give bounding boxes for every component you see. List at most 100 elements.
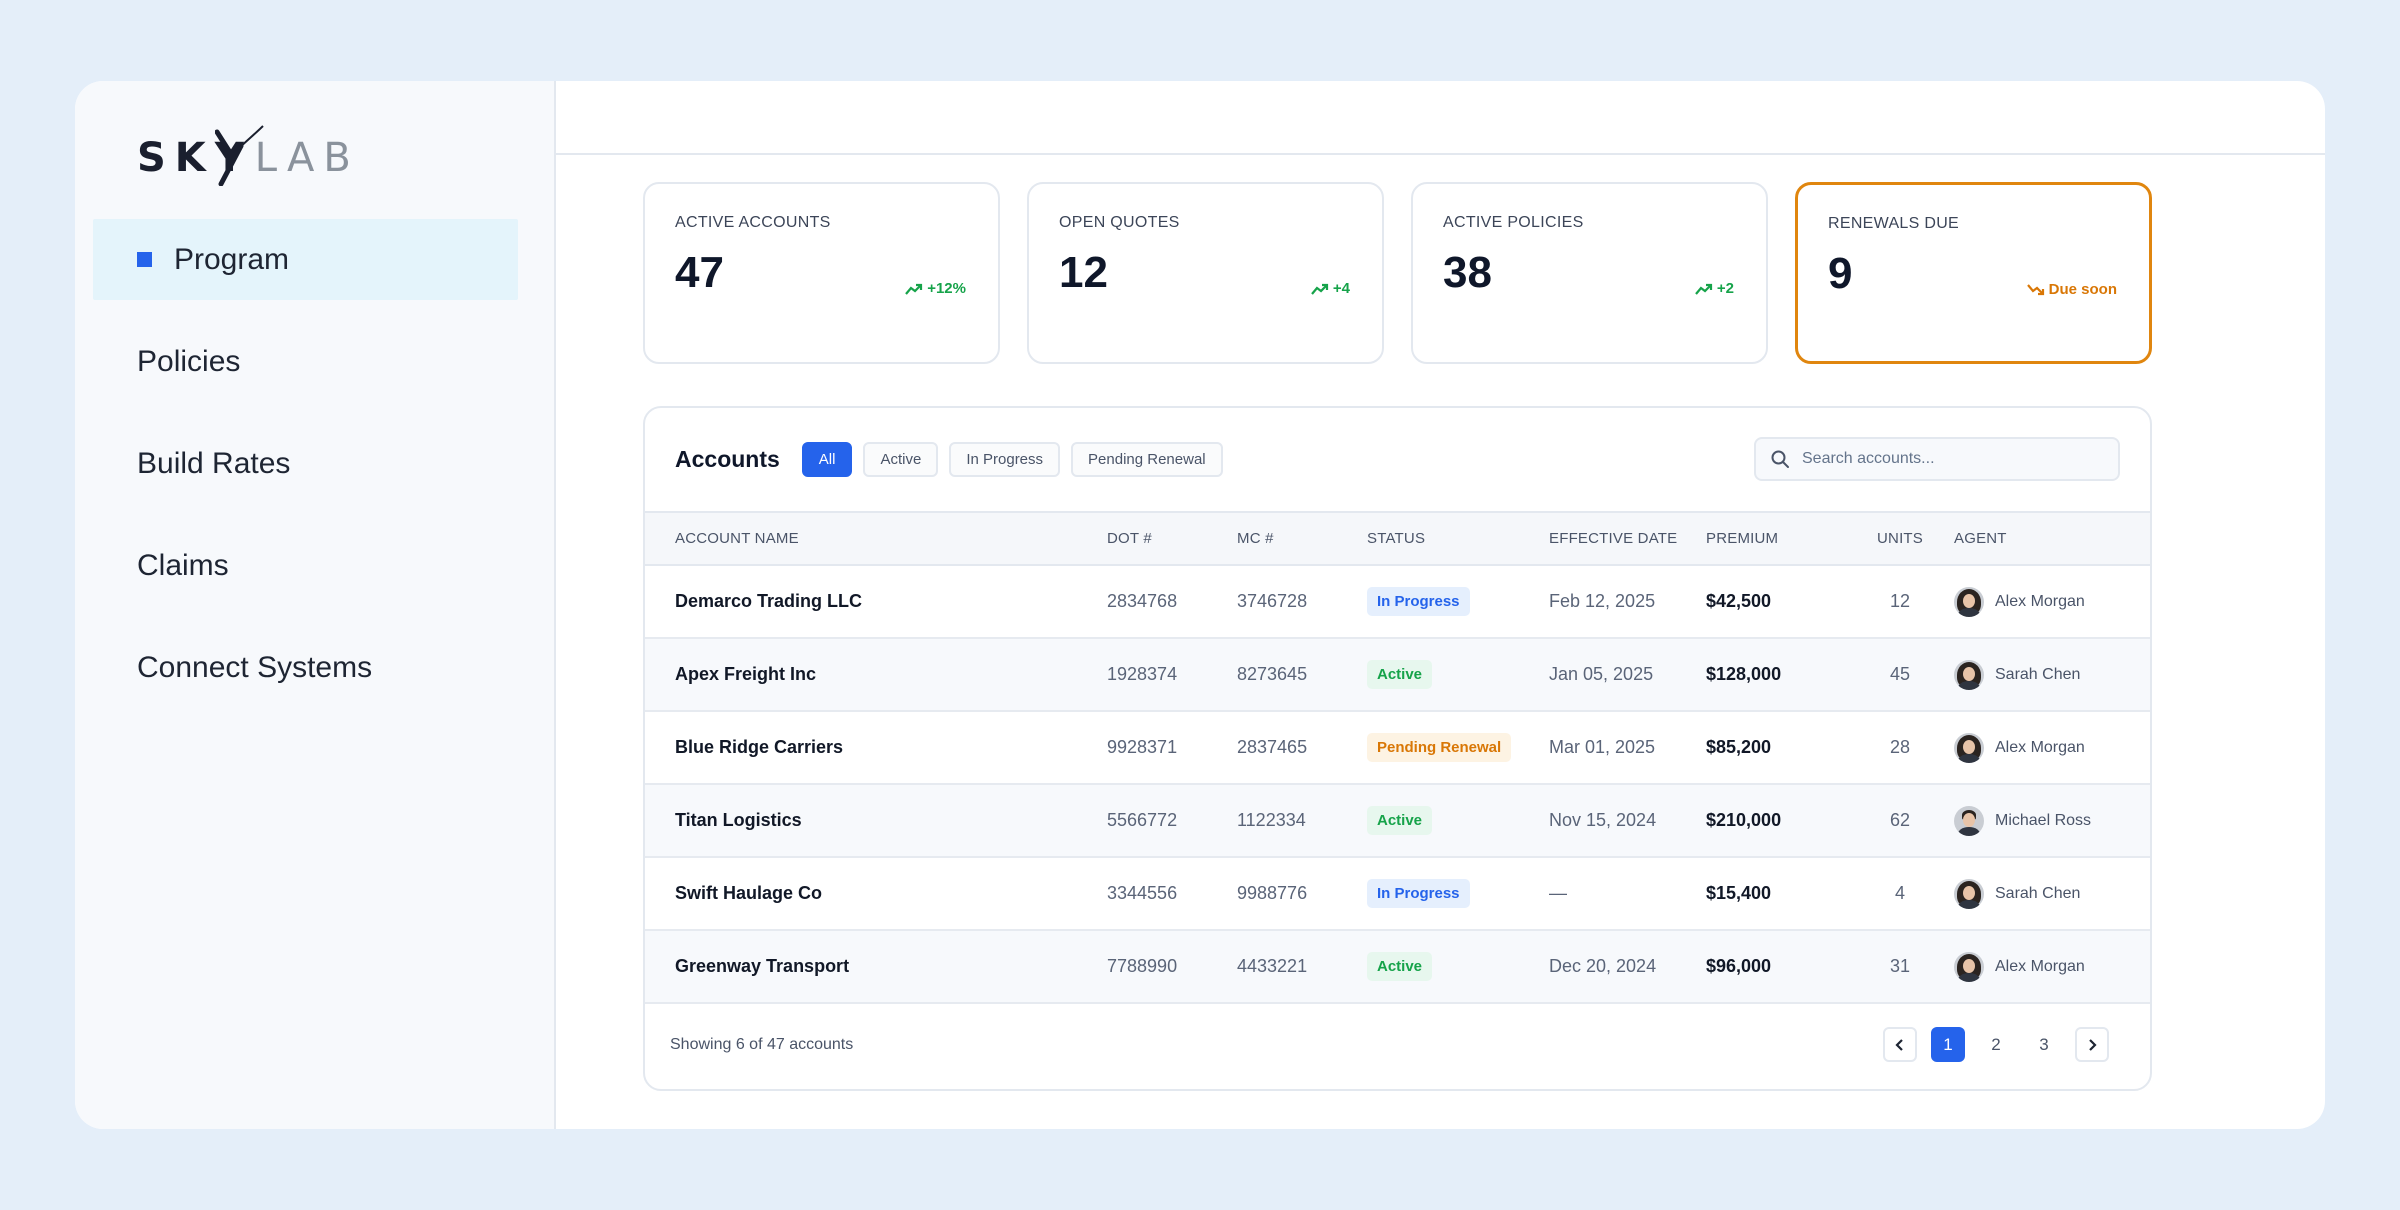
stat-label: RENEWALS DUE — [1828, 215, 1960, 232]
status-cell: In Progress — [1367, 565, 1549, 638]
column-header[interactable]: DOT # — [1107, 530, 1152, 547]
agent[interactable]: Sarah Chen — [1954, 878, 2150, 909]
agent[interactable]: Alex Morgan — [1954, 732, 2150, 763]
agent-name: Sarah Chen — [1995, 665, 2081, 683]
agent-cell: Alex Morgan — [1954, 711, 2150, 784]
accounts-header: Accounts All Active In Progress Pending Ren… — [645, 408, 2150, 511]
premium: $42,500 — [1706, 591, 1772, 611]
agent-name: Alex Morgan — [1995, 592, 2085, 610]
filter-all[interactable]: All — [801, 442, 853, 477]
sidebar-item-claims[interactable]: Claims — [93, 525, 518, 606]
filter-in-progress[interactable]: In Progress — [949, 442, 1061, 477]
sidebar-item-policies[interactable]: Policies — [93, 321, 518, 402]
sidebar-item-label: Policies — [137, 344, 241, 378]
sidebar-item-connect-systems[interactable]: Connect Systems — [93, 627, 518, 708]
stat-trend: +12% — [905, 280, 966, 297]
pagination: 1 2 3 — [1883, 1027, 2109, 1062]
table-row[interactable]: Greenway Transport 7788990 4433221 Active De… — [645, 930, 2150, 1003]
column-header[interactable]: PREMIUM — [1706, 530, 1779, 547]
column-header[interactable]: STATUS — [1367, 530, 1426, 547]
status-cell: Active — [1367, 930, 1549, 1003]
search-box[interactable] — [1754, 437, 2120, 481]
page-1-button[interactable]: 1 — [1931, 1027, 1965, 1062]
chevron-right-icon — [2089, 1038, 2097, 1051]
effective-date: — — [1549, 883, 1567, 903]
agent[interactable]: Alex Morgan — [1954, 586, 2150, 617]
table-body: Demarco Trading LLC 2834768 3746728 In Prog… — [645, 565, 2150, 1003]
column-header[interactable]: MC # — [1237, 530, 1274, 547]
status-badge: Active — [1367, 806, 1433, 835]
units: 31 — [1889, 956, 1911, 976]
agent[interactable]: Michael Ross — [1954, 805, 2150, 836]
stat-label: ACTIVE ACCOUNTS — [675, 214, 831, 231]
units: 62 — [1889, 810, 1911, 830]
account-name: Titan Logistics — [675, 810, 802, 830]
sidebar-item-program[interactable]: Program — [93, 219, 518, 300]
column-header[interactable]: ACCOUNT NAME — [675, 530, 799, 547]
status-badge: Active — [1367, 660, 1433, 689]
table-row[interactable]: Demarco Trading LLC 2834768 3746728 In Prog… — [645, 565, 2150, 638]
top-bar — [556, 81, 2325, 155]
stat-card-active-policies[interactable]: ACTIVE POLICIES 38 +2 — [1411, 182, 1768, 364]
filter-pending-renewal[interactable]: Pending Renewal — [1071, 442, 1223, 477]
account-name: Swift Haulage Co — [675, 883, 823, 903]
next-page-button[interactable] — [2075, 1027, 2109, 1062]
agent-name: Sarah Chen — [1995, 884, 2081, 902]
status-cell: Active — [1367, 784, 1549, 857]
filter-active[interactable]: Active — [863, 442, 939, 477]
effective-date: Nov 15, 2024 — [1549, 810, 1657, 830]
page-2-button[interactable]: 2 — [1991, 1034, 2001, 1054]
chevron-left-icon — [1895, 1038, 1903, 1051]
table-row[interactable]: Swift Haulage Co 3344556 9988776 In Progres… — [645, 857, 2150, 930]
dot-number: 7788990 — [1107, 956, 1178, 976]
active-indicator-icon — [137, 252, 152, 267]
status-cell: In Progress — [1367, 857, 1549, 930]
stat-trend: +4 — [1311, 280, 1350, 297]
stat-card-renewals-due[interactable]: RENEWALS DUE 9 Due soon — [1795, 182, 2152, 364]
stat-card-open-quotes[interactable]: OPEN QUOTES 12 +4 — [1027, 182, 1384, 364]
table-row[interactable]: Titan Logistics 5566772 1122334 Active Nov 1… — [645, 784, 2150, 857]
avatar — [1954, 659, 1984, 690]
status-badge: Active — [1367, 952, 1433, 981]
stat-card-active-accounts[interactable]: ACTIVE ACCOUNTS 47 +12% — [643, 182, 1000, 364]
table-row[interactable]: Apex Freight Inc 1928374 8273645 Active Jan … — [645, 638, 2150, 711]
table-row[interactable]: Blue Ridge Carriers 9928371 2837465 Pending… — [645, 711, 2150, 784]
prev-page-button[interactable] — [1883, 1027, 1917, 1062]
trend-up-icon — [905, 283, 923, 295]
premium: $128,000 — [1706, 664, 1782, 684]
agent-cell: Sarah Chen — [1954, 857, 2150, 930]
search-input[interactable] — [1802, 450, 2102, 468]
agent[interactable]: Sarah Chen — [1954, 659, 2150, 690]
sidebar-item-label: Connect Systems — [137, 650, 373, 684]
stat-label: ACTIVE POLICIES — [1443, 214, 1584, 231]
search-icon — [1771, 450, 1789, 468]
agent-cell: Alex Morgan — [1954, 565, 2150, 638]
mc-number: 1122334 — [1237, 810, 1306, 830]
column-header[interactable]: UNITS — [1877, 530, 1923, 547]
avatar — [1954, 805, 1984, 836]
stat-label: OPEN QUOTES — [1059, 214, 1180, 231]
units: 12 — [1889, 591, 1911, 611]
sidebar-nav: Program Policies Build Rates Claims Connect … — [93, 219, 518, 729]
dot-number: 3344556 — [1107, 883, 1178, 903]
agent[interactable]: Alex Morgan — [1954, 951, 2150, 982]
trend-down-icon — [2026, 283, 2044, 295]
accounts-table: ACCOUNT NAME DOT # MC # STATUS EFFECTIVE DAT… — [645, 511, 2150, 1004]
dot-number: 1928374 — [1107, 664, 1178, 684]
page-3-button[interactable]: 3 — [2039, 1034, 2049, 1054]
avatar — [1954, 878, 1984, 909]
accounts-title: Accounts — [675, 446, 780, 472]
trend-up-icon — [1695, 283, 1712, 295]
sidebar-item-build-rates[interactable]: Build Rates — [93, 423, 518, 504]
premium: $85,200 — [1706, 737, 1772, 757]
units: 45 — [1889, 664, 1911, 684]
stat-trend-label: Due soon — [2048, 281, 2117, 298]
logo-mark-icon — [215, 125, 264, 186]
column-header[interactable]: EFFECTIVE DATE — [1549, 530, 1678, 547]
stats-row: ACTIVE ACCOUNTS 47 +12% OPEN QUOTES 12 +4 ACTI… — [643, 182, 2152, 364]
column-header[interactable]: AGENT — [1954, 530, 2007, 547]
agent-cell: Michael Ross — [1954, 784, 2150, 857]
status-cell: Active — [1367, 638, 1549, 711]
dot-number: 5566772 — [1107, 810, 1178, 830]
account-name: Greenway Transport — [675, 956, 850, 976]
